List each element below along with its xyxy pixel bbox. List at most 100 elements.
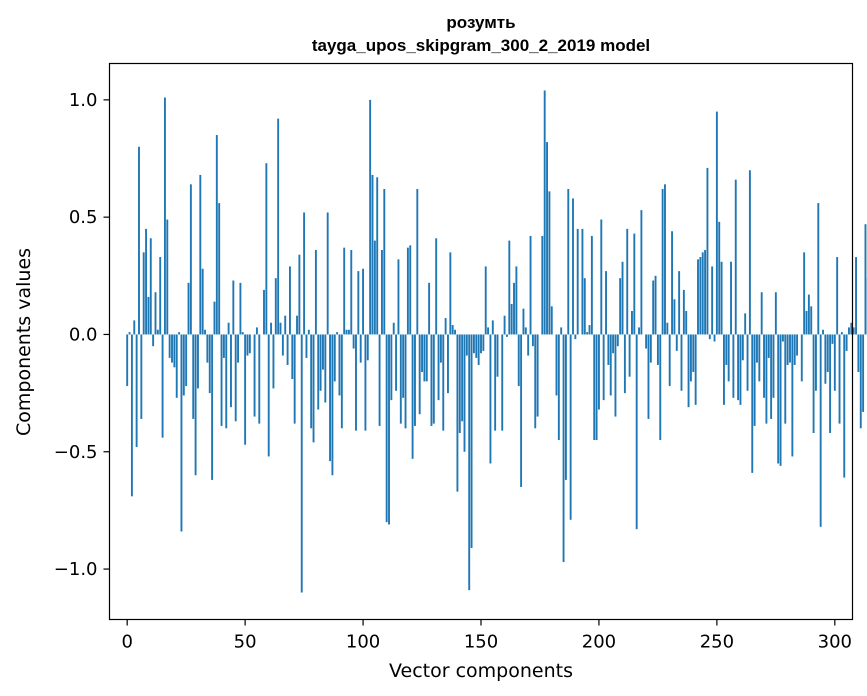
bar [557,334,560,441]
bar [715,111,718,335]
bar [305,334,308,358]
bar [371,174,374,335]
bar [369,99,372,335]
bar [659,334,662,441]
bar [239,282,242,335]
bar [748,170,751,335]
bar [645,334,648,349]
bar [546,142,548,335]
bar [197,334,199,389]
bar [793,334,796,365]
bar [706,167,709,335]
bar [678,271,681,335]
bar [491,320,494,335]
bar [689,334,692,382]
bar [781,334,784,342]
bar [222,334,225,358]
bar [279,322,282,335]
bar [850,322,853,335]
bar [338,334,341,396]
bar [713,334,716,342]
bar [817,203,820,335]
bar [355,334,357,431]
bar [796,334,799,356]
bar [126,334,129,387]
bar [647,334,650,419]
bar [484,266,487,335]
y-tick-label: 1.0 [69,90,98,111]
bar [609,334,612,396]
bar [843,334,846,478]
bar [848,327,850,335]
bar [697,259,699,335]
bar [168,334,171,358]
bar [680,334,683,391]
bar [156,329,159,335]
bar [597,334,600,410]
x-tick-label: 300 [818,632,852,653]
bar [397,259,400,335]
bar [758,334,761,382]
bar [225,334,228,429]
bar [581,228,584,335]
bar [180,334,183,532]
bar [605,271,607,335]
bar [829,334,832,433]
bar [692,334,695,372]
bar [496,334,499,377]
bar [409,245,412,335]
bar [477,334,480,365]
bar [152,334,155,347]
bar [826,334,829,372]
bar [756,334,758,363]
bar [720,261,723,335]
bar [277,118,280,335]
bar [564,334,567,480]
y-axis-label: Components values [13,248,35,436]
bar [626,228,629,335]
bar [791,334,794,457]
bar [435,238,438,335]
bar [855,257,857,335]
bar [258,334,261,424]
bar [600,219,603,335]
bar [760,292,763,335]
bar [574,334,577,340]
bar [602,334,605,401]
bar [612,334,615,354]
bar [178,332,181,335]
bar [789,334,791,363]
bar [515,266,518,335]
bar [218,203,221,335]
bar [166,219,169,335]
bar [458,334,461,433]
bar [324,334,327,403]
bar [862,334,865,412]
bar [343,247,346,335]
bar [201,268,204,335]
bar [345,329,348,335]
x-tick-label: 200 [582,632,616,653]
bar [159,257,162,335]
bar [472,334,475,354]
bar [352,334,355,349]
bar [267,334,270,457]
bar [423,334,426,382]
bar [204,329,206,335]
bar [211,334,214,480]
bar [482,334,485,351]
bar [784,334,787,424]
bar [744,313,747,335]
bar [668,334,671,387]
bar [416,189,419,335]
bar [572,198,574,335]
x-tick-label: 0 [121,632,132,653]
bar [567,189,570,335]
bar [638,327,640,335]
bar [470,334,473,548]
bar [142,252,145,335]
bar [340,334,343,429]
bar [765,334,768,424]
bar [673,299,676,335]
bar [614,334,617,417]
